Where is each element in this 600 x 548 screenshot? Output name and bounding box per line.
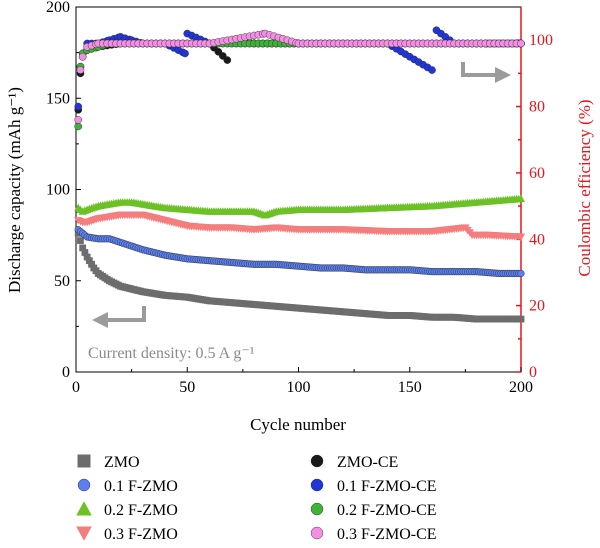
legend-marker [77, 478, 91, 492]
left-tick-label: 0 [62, 364, 70, 381]
left-axis-arrow [92, 306, 146, 328]
right-tick-label: 60 [529, 165, 545, 182]
legend-label: 0.1 F-ZMO [104, 478, 178, 495]
legend-item: ZMO-CE [310, 454, 398, 471]
data-point [76, 66, 85, 74]
x-axis-ticks: 0 50 100 150 200 [72, 367, 533, 396]
series-0-1-f-zmo-ce [74, 26, 525, 111]
legend-item: ZMO [77, 454, 140, 471]
data-point [79, 244, 87, 252]
data-point [74, 102, 83, 111]
legend: ZMO 0.1 F-ZMO 0.2 F-ZMO 0.3 F-ZMO ZMO-CE 0.1 … [76, 454, 437, 543]
legend-label: 0.3 F-ZMO-CE [337, 526, 437, 543]
x-tick-label: 200 [509, 379, 533, 396]
series-zmo [74, 229, 525, 323]
series-zmo-ce [74, 36, 525, 114]
left-tick-label: 200 [46, 0, 70, 16]
left-tick-label: 150 [46, 90, 70, 107]
data-point [85, 257, 93, 265]
left-axis-ticks: 0 50 100 150 200 [46, 0, 81, 381]
left-axis-label: Discharge capacity (mAh g⁻¹) [5, 87, 24, 293]
data-point [517, 269, 525, 278]
left-tick-label: 100 [46, 182, 70, 199]
data-point [517, 315, 525, 323]
legend-marker [77, 454, 91, 468]
legend-marker [76, 526, 92, 541]
legend-item: 0.3 F-ZMO-CE [310, 526, 437, 543]
data-point [88, 260, 95, 268]
series-0-3-f-zmo [74, 211, 526, 242]
series-0-2-f-zmo [74, 194, 526, 219]
legend-label: ZMO [104, 454, 140, 471]
legend-label: 0.1 F-ZMO-CE [337, 478, 437, 495]
series-0-3-f-zmo-ce [74, 29, 525, 124]
data-point [517, 39, 525, 48]
data-point [83, 253, 91, 261]
right-tick-label: 0 [529, 364, 537, 381]
data-point [516, 194, 526, 203]
data-point [428, 66, 436, 74]
left-tick-label: 50 [54, 273, 70, 290]
right-tick-label: 40 [529, 231, 545, 248]
legend-label: ZMO-CE [337, 454, 398, 471]
legend-item: 0.1 F-ZMO-CE [310, 478, 437, 495]
legend-item: 0.3 F-ZMO [76, 526, 178, 543]
x-tick-label: 150 [398, 379, 422, 396]
data-point [81, 249, 89, 256]
right-axis-arrow [461, 62, 511, 83]
legend-item: 0.2 F-ZMO [76, 501, 178, 519]
data-point [78, 52, 87, 61]
right-tick-label: 100 [529, 32, 553, 49]
x-tick-label: 100 [287, 379, 311, 396]
right-axis-ticks: 0 20 40 60 80 100 [516, 32, 553, 381]
legend-label: 0.3 F-ZMO [104, 526, 178, 543]
series-0-1-f-zmo [74, 226, 525, 278]
x-tick-label: 0 [72, 379, 80, 396]
x-tick-label: 50 [179, 379, 195, 396]
right-tick-label: 20 [529, 298, 545, 315]
x-axis-label: Cycle number [250, 415, 346, 434]
legend-marker [310, 502, 324, 516]
legend-marker [310, 526, 324, 540]
data-point [74, 116, 83, 124]
data-point [181, 49, 189, 58]
right-tick-label: 80 [529, 99, 545, 116]
legend-marker [310, 478, 324, 492]
legend-item: 0.1 F-ZMO [77, 478, 178, 495]
series-0-2-f-zmo-ce [74, 39, 525, 131]
series-layer [74, 26, 526, 323]
data-point [74, 122, 83, 131]
current-density-annotation: Current density: 0.5 A g⁻¹ [88, 345, 255, 362]
legend-item: 0.2 F-ZMO-CE [310, 502, 437, 519]
right-axis-label: Coulombic efficiency (%) [575, 99, 594, 276]
data-point [223, 56, 232, 64]
legend-label: 0.2 F-ZMO [104, 502, 178, 519]
legend-marker [310, 454, 324, 468]
data-point [516, 233, 526, 242]
data-point [77, 237, 84, 244]
legend-label: 0.2 F-ZMO-CE [337, 502, 437, 519]
legend-marker [76, 501, 92, 516]
